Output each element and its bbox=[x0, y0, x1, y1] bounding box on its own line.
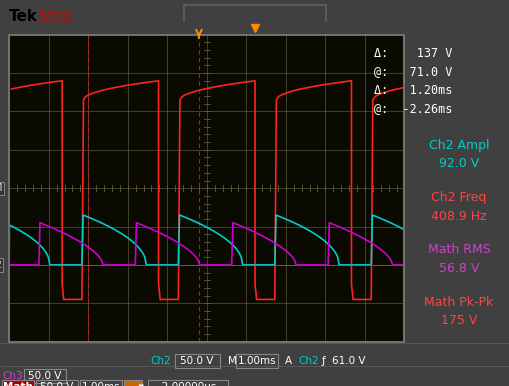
Text: M: M bbox=[228, 356, 236, 366]
Text: 50.0 V: 50.0 V bbox=[180, 356, 213, 366]
Text: 2: 2 bbox=[0, 260, 1, 270]
Text: M: M bbox=[0, 183, 2, 193]
Text: 1.00ms: 1.00ms bbox=[81, 382, 120, 386]
Text: Ch2 Ampl: Ch2 Ampl bbox=[428, 139, 488, 152]
Text: Math Pk-Pk: Math Pk-Pk bbox=[423, 296, 493, 308]
Bar bbox=[148, 380, 228, 386]
Text: 61.0 V: 61.0 V bbox=[331, 356, 365, 366]
Bar bbox=[80, 380, 122, 386]
Text: ►: ► bbox=[129, 383, 136, 386]
Text: Tek: Tek bbox=[9, 9, 38, 24]
Text: ƒ: ƒ bbox=[321, 356, 325, 366]
Text: Δ:   1.20ms: Δ: 1.20ms bbox=[373, 84, 451, 97]
Text: 56.8 V: 56.8 V bbox=[438, 262, 478, 275]
Text: 50.0 V: 50.0 V bbox=[29, 371, 62, 381]
Text: Math RMS: Math RMS bbox=[427, 244, 490, 256]
Text: -2.00000μs: -2.00000μs bbox=[158, 382, 217, 386]
Text: Ch2 Freq: Ch2 Freq bbox=[431, 191, 486, 204]
Text: Ch2: Ch2 bbox=[297, 356, 318, 366]
Text: 50.0 V: 50.0 V bbox=[40, 382, 73, 386]
Bar bbox=[24, 369, 66, 383]
Text: -▼: -▼ bbox=[137, 384, 145, 386]
Bar bbox=[175, 354, 219, 368]
Text: Ch2: Ch2 bbox=[150, 356, 171, 366]
Text: @:   71.0 V: @: 71.0 V bbox=[373, 65, 451, 78]
Text: 1.00ms: 1.00ms bbox=[237, 356, 276, 366]
Text: Δ:    137 V: Δ: 137 V bbox=[373, 47, 451, 60]
Text: 92.0 V: 92.0 V bbox=[438, 157, 478, 171]
Text: 175 V: 175 V bbox=[440, 314, 476, 327]
Text: 408.9 Hz: 408.9 Hz bbox=[430, 210, 486, 223]
Text: Stop: Stop bbox=[38, 9, 73, 24]
Bar bbox=[2, 380, 34, 386]
Text: Ch3: Ch3 bbox=[2, 371, 22, 381]
Text: A: A bbox=[285, 356, 292, 366]
Bar bbox=[124, 380, 142, 386]
Bar bbox=[236, 354, 277, 368]
Text: Math: Math bbox=[3, 382, 33, 386]
Bar bbox=[36, 380, 78, 386]
Text: @:  -2.26ms: @: -2.26ms bbox=[373, 102, 451, 115]
